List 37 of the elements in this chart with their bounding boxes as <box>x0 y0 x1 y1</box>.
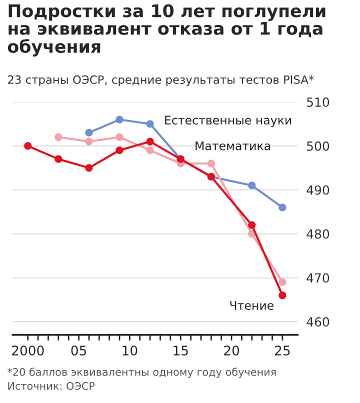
point <box>116 133 124 141</box>
series-label: Естественные науки <box>165 116 292 127</box>
text: Источник: ОЭСР <box>8 382 95 390</box>
point <box>278 204 286 212</box>
point <box>85 138 93 146</box>
x-tick-label: 10 <box>122 346 138 356</box>
series-label: Математика <box>196 141 270 150</box>
chart-title: Подростки за 10 лет поглупели на эквивалент отказа от 1 года обучения <box>8 4 326 56</box>
point <box>54 133 62 141</box>
point <box>54 155 62 163</box>
point <box>146 120 154 128</box>
point <box>278 292 286 300</box>
x-tick-label: 15 <box>174 346 188 356</box>
point <box>248 221 256 229</box>
point <box>278 278 286 286</box>
point <box>248 182 256 190</box>
y-tick-label: 490 <box>306 185 330 195</box>
point <box>24 142 32 150</box>
y-tick-label: 500 <box>307 141 330 151</box>
x-tick-label: 20 <box>224 346 240 356</box>
point <box>207 160 215 168</box>
y-tick-label: 510 <box>307 97 330 107</box>
x-tick-label: 05 <box>71 346 86 356</box>
series-label: Чтение <box>230 301 274 310</box>
point <box>116 116 124 124</box>
point <box>146 146 154 154</box>
y-tick-label: 460 <box>306 317 330 327</box>
y-tick-label: 480 <box>306 229 330 239</box>
point <box>146 138 154 146</box>
point <box>85 164 93 172</box>
x-tick-label: 25 <box>275 346 290 356</box>
chart-subtitle: 23 страны ОЭСР, средние результаты тестов PISA* <box>8 75 314 86</box>
y-tick-label: 470 <box>306 273 330 283</box>
text: *20 баллов эквивалентны одному году обучения <box>8 368 276 378</box>
x-tick-label: 2000 <box>12 346 44 356</box>
point <box>85 128 93 137</box>
point <box>116 146 124 154</box>
